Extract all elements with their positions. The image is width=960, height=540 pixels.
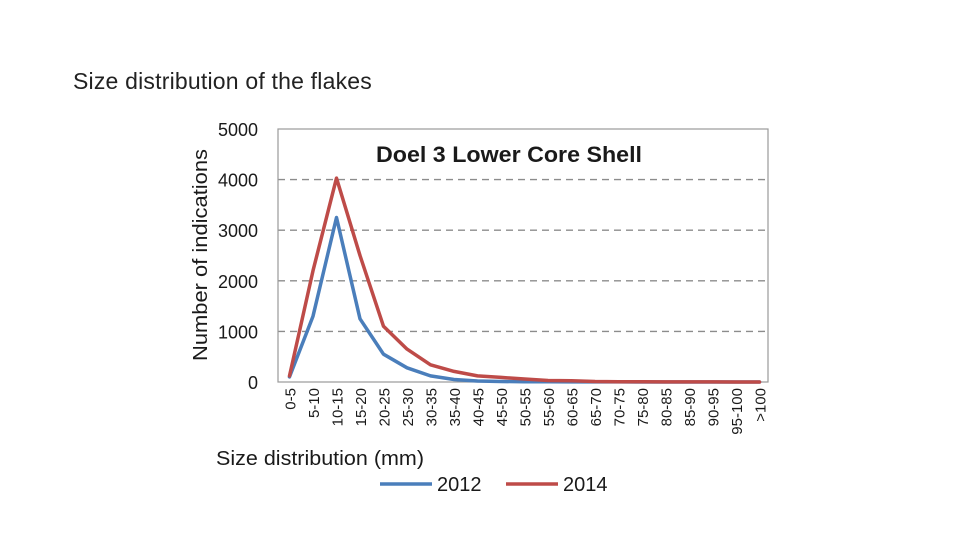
x-tick-label: 85-90 — [682, 388, 699, 426]
y-axis-label: Number of indications — [190, 149, 212, 361]
y-tick-label: 2000 — [218, 272, 258, 292]
x-axis-label: Size distribution (mm) — [216, 448, 424, 470]
x-tick-label: 25-30 — [400, 388, 417, 426]
series-line-2014 — [287, 176, 762, 384]
x-tick-label: 65-70 — [588, 388, 605, 426]
x-tick-label: 80-85 — [659, 388, 676, 426]
x-tick-label: 45-50 — [494, 388, 511, 426]
x-tick-label: 70-75 — [612, 388, 629, 426]
grid-lines — [278, 178, 768, 333]
y-tick-label: 4000 — [218, 171, 258, 191]
x-tick-label: 95-100 — [729, 388, 746, 435]
x-tick-label: 15-20 — [353, 388, 370, 426]
y-tick-label: 0 — [248, 373, 258, 393]
x-tick-label: 60-65 — [565, 388, 582, 426]
x-tick-label: 50-55 — [518, 388, 535, 426]
legend-label-2012: 2012 — [437, 474, 482, 496]
legend-label-2014: 2014 — [563, 474, 608, 496]
x-tick-label: 75-80 — [635, 388, 652, 426]
x-tick-label: 40-45 — [471, 388, 488, 426]
x-tick-label: 20-25 — [377, 388, 394, 426]
chart-title: Doel 3 Lower Core Shell — [376, 142, 642, 167]
x-tick-label: 90-95 — [706, 388, 723, 426]
y-tick-label: 5000 — [218, 120, 258, 140]
slide-title: Size distribution of the flakes — [73, 68, 372, 94]
y-tick-label: 1000 — [218, 322, 258, 342]
legend: 2012 2014 — [380, 474, 608, 496]
x-tick-label: 10-15 — [330, 388, 347, 426]
y-tick-labels: 0 1000 2000 3000 4000 5000 — [218, 120, 258, 393]
x-tick-label: 30-35 — [424, 388, 441, 426]
x-tick-label: 5-10 — [306, 388, 323, 418]
x-tick-label: 35-40 — [447, 388, 464, 426]
series-lines — [287, 176, 762, 384]
x-tick-label: 0-5 — [283, 388, 300, 410]
x-tick-labels: 0-5 5-10 10-15 15-20 20-25 25-30 30-35 35-40 40-… — [283, 388, 770, 435]
x-tick-label: >100 — [753, 388, 770, 422]
x-tick-label: 55-60 — [541, 388, 558, 426]
series-line-2012 — [287, 215, 762, 384]
y-tick-label: 3000 — [218, 221, 258, 241]
